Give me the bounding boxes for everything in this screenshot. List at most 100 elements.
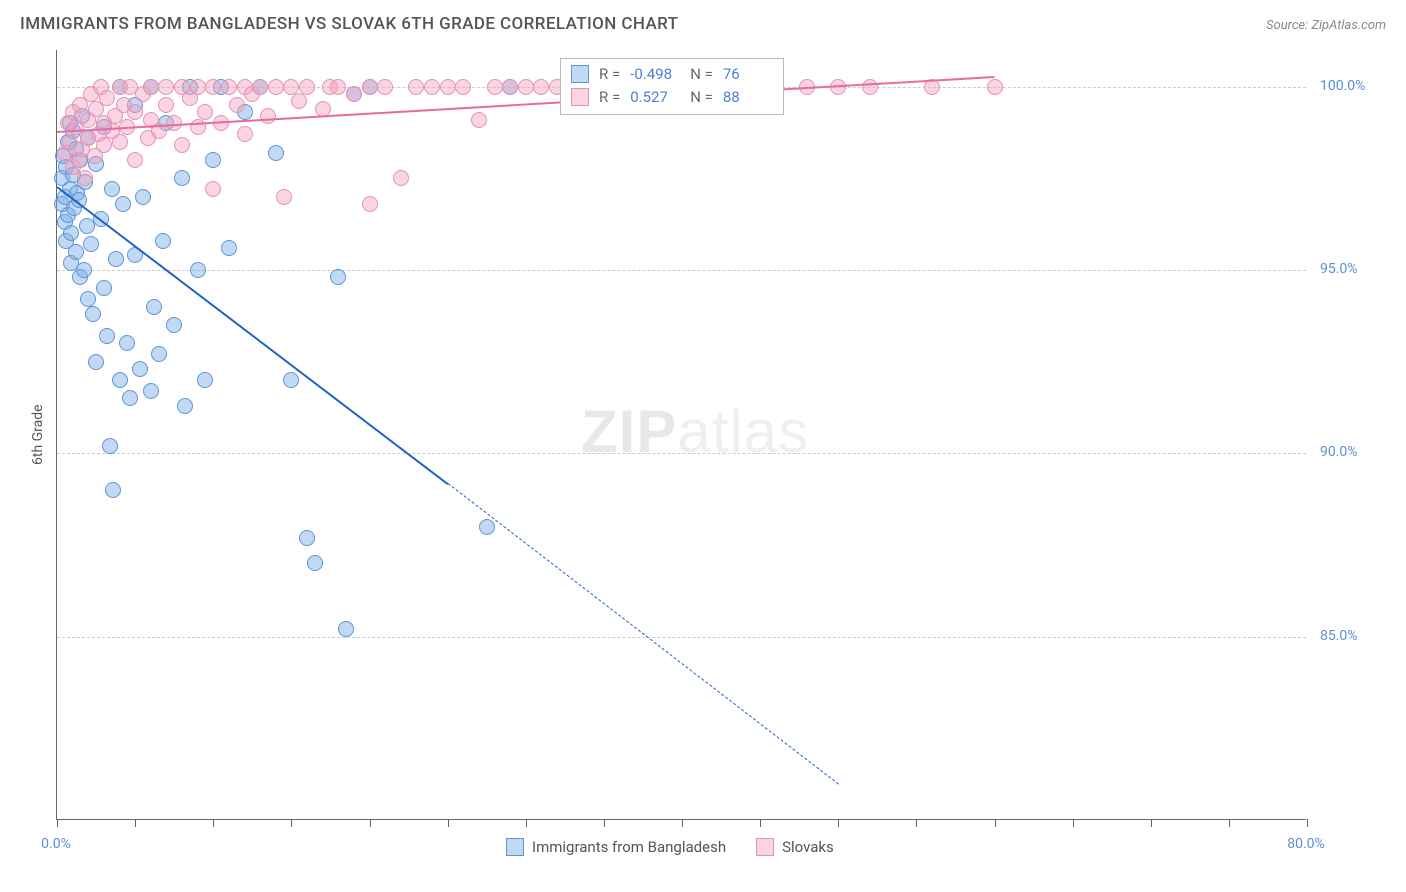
- data-point: [237, 126, 253, 142]
- data-point: [393, 170, 409, 186]
- data-point: [132, 361, 148, 377]
- data-point: [283, 372, 299, 388]
- data-point: [83, 236, 99, 252]
- x-tick: [760, 819, 761, 827]
- x-tick: [291, 819, 292, 827]
- data-point: [166, 317, 182, 333]
- x-tick: [604, 819, 605, 827]
- x-tick: [916, 819, 917, 827]
- gridline: [57, 453, 1306, 454]
- data-point: [146, 299, 162, 315]
- data-point: [96, 137, 112, 153]
- x-tick: [526, 819, 527, 827]
- data-point: [518, 79, 534, 95]
- data-point: [174, 137, 190, 153]
- x-tick: [370, 819, 371, 827]
- data-point: [143, 79, 159, 95]
- legend-label: Slovaks: [782, 838, 834, 856]
- data-point: [115, 196, 131, 212]
- stat-r-label: R =: [599, 63, 620, 86]
- data-point: [424, 79, 440, 95]
- data-point: [85, 306, 101, 322]
- y-tick-label: 95.0%: [1320, 261, 1358, 277]
- gridline: [57, 637, 1306, 638]
- data-point: [108, 251, 124, 267]
- source-prefix: Source:: [1266, 18, 1311, 33]
- data-point: [88, 354, 104, 370]
- legend: Immigrants from Bangladesh Slovaks: [506, 838, 834, 856]
- data-point: [112, 372, 128, 388]
- data-point: [105, 482, 121, 498]
- x-tick: [57, 819, 58, 827]
- data-point: [77, 170, 93, 186]
- data-point: [260, 108, 276, 124]
- data-point: [151, 346, 167, 362]
- gridline: [57, 270, 1306, 271]
- y-tick-label: 90.0%: [1320, 444, 1358, 460]
- x-tick: [1151, 819, 1152, 827]
- x-tick: [838, 819, 839, 827]
- data-point: [455, 79, 471, 95]
- x-tick-label: 0.0%: [41, 836, 71, 852]
- legend-item: Immigrants from Bangladesh: [506, 838, 726, 856]
- x-tick: [995, 819, 996, 827]
- data-point: [346, 86, 362, 102]
- x-tick-label: 80.0%: [1287, 836, 1325, 852]
- data-point: [479, 519, 495, 535]
- data-point: [221, 240, 237, 256]
- legend-swatch: [506, 838, 524, 856]
- data-point: [112, 134, 128, 150]
- stat-n-label: N =: [690, 63, 713, 86]
- data-point: [338, 621, 354, 637]
- data-point: [155, 233, 171, 249]
- data-point: [205, 181, 221, 197]
- plot-area: [56, 50, 1306, 820]
- series-swatch: [571, 88, 589, 106]
- data-point: [299, 530, 315, 546]
- data-point: [268, 145, 284, 161]
- legend-item: Slovaks: [756, 838, 834, 856]
- data-point: [174, 170, 190, 186]
- data-point: [533, 79, 549, 95]
- data-point: [135, 189, 151, 205]
- y-axis-title: 6th Grade: [30, 404, 46, 465]
- data-point: [487, 79, 503, 95]
- x-tick: [1229, 819, 1230, 827]
- stat-r-label: R =: [599, 86, 620, 109]
- data-point: [197, 104, 213, 120]
- data-point: [283, 79, 299, 95]
- data-point: [330, 79, 346, 95]
- data-point: [299, 79, 315, 95]
- data-point: [291, 93, 307, 109]
- data-point: [127, 104, 143, 120]
- data-point: [330, 269, 346, 285]
- data-point: [229, 97, 245, 113]
- data-point: [158, 79, 174, 95]
- stat-r-value: 0.527: [630, 86, 680, 109]
- source-name: ZipAtlas.com: [1311, 18, 1386, 33]
- data-point: [119, 335, 135, 351]
- legend-label: Immigrants from Bangladesh: [532, 838, 726, 856]
- x-tick: [682, 819, 683, 827]
- data-point: [102, 438, 118, 454]
- data-point: [99, 328, 115, 344]
- source-credit: Source: ZipAtlas.com: [1266, 18, 1386, 33]
- data-point: [377, 79, 393, 95]
- y-tick-label: 85.0%: [1320, 628, 1358, 644]
- stat-n-value: 88: [723, 86, 773, 109]
- data-point: [440, 79, 456, 95]
- data-point: [987, 79, 1003, 95]
- data-point: [143, 383, 159, 399]
- x-tick: [1307, 819, 1308, 827]
- data-point: [190, 79, 206, 95]
- data-point: [80, 291, 96, 307]
- x-tick: [1073, 819, 1074, 827]
- data-point: [276, 189, 292, 205]
- data-point: [471, 112, 487, 128]
- data-point: [63, 225, 79, 241]
- stat-n-label: N =: [690, 86, 713, 109]
- series-swatch: [571, 65, 589, 83]
- data-point: [158, 97, 174, 113]
- data-point: [408, 79, 424, 95]
- stat-n-value: 76: [723, 63, 773, 86]
